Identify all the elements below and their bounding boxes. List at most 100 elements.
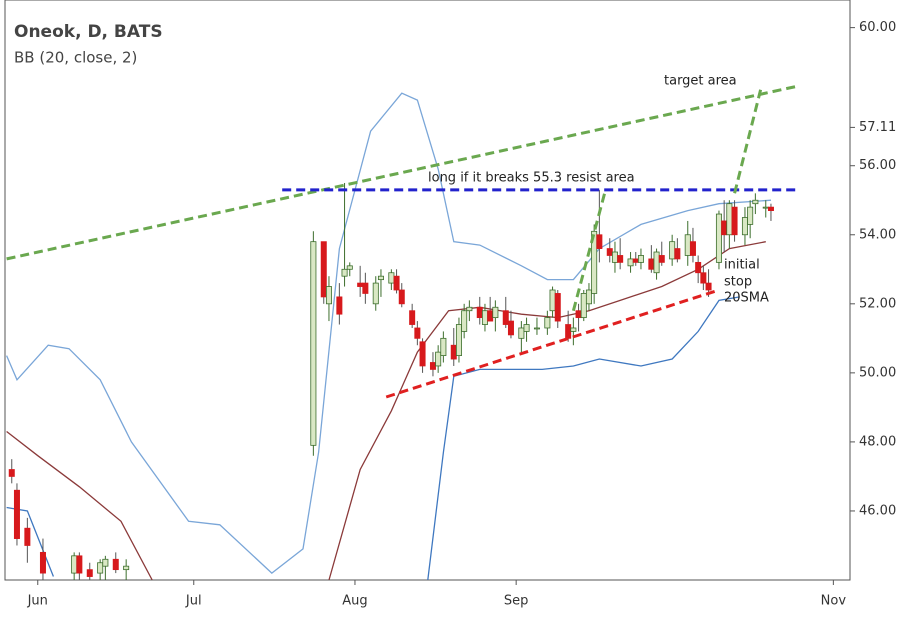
candle-body: [689, 241, 696, 256]
candle-body: [747, 206, 754, 225]
x-tick-label: Nov: [821, 594, 847, 609]
candle-body: [123, 565, 130, 571]
candle-body: [591, 230, 598, 294]
candle-body: [637, 255, 644, 263]
candle-body: [320, 241, 327, 298]
candle-body: [398, 289, 405, 305]
plot-area: [6, 84, 798, 580]
candle-body: [357, 282, 364, 287]
candle-body: [565, 324, 572, 339]
x-tick-label: Aug: [342, 594, 367, 609]
candle-body: [24, 527, 31, 546]
candle-body: [507, 320, 514, 336]
candle-body: [705, 282, 712, 291]
candle-body: [429, 362, 436, 370]
candle-body: [487, 310, 494, 322]
candle-body: [752, 199, 759, 205]
candle-body: [554, 293, 561, 322]
candle-body: [419, 341, 426, 367]
chart-subtitle: BB (20, close, 2): [14, 49, 137, 67]
candle-body: [450, 344, 457, 360]
candle-body: [518, 327, 525, 339]
y-tick-label: 57.11: [859, 120, 896, 135]
candle-body: [632, 258, 639, 263]
trend-line: [733, 89, 763, 194]
candle-body: [549, 289, 556, 312]
candle-body: [97, 562, 104, 574]
x-tick-label: Sep: [504, 594, 529, 609]
candle-body: [523, 324, 530, 332]
candle-body: [544, 317, 551, 329]
candle-body: [102, 558, 109, 567]
candle-body: [346, 265, 353, 270]
candle-body: [476, 306, 483, 319]
candle-body: [39, 551, 46, 574]
candle-body: [492, 306, 499, 319]
candle-body: [585, 289, 592, 305]
y-tick-label: 50.00: [859, 365, 896, 380]
trend-line: [385, 288, 720, 399]
trend-line: [571, 192, 607, 312]
y-tick-label: 54.00: [859, 227, 896, 242]
candle-body: [648, 258, 655, 270]
candle-body: [461, 310, 468, 332]
candle-body: [362, 282, 369, 294]
candle-body: [606, 248, 613, 256]
candle-body: [726, 203, 733, 236]
candle-body: [700, 272, 707, 284]
candle-body: [112, 558, 119, 571]
candle-body: [414, 327, 421, 339]
candle-body: [674, 248, 681, 260]
candle-body: [575, 310, 582, 319]
annotation: target area: [664, 74, 737, 89]
candle-body: [502, 310, 509, 325]
candle-body: [481, 310, 488, 325]
candle-body: [767, 206, 774, 211]
candle-body: [762, 206, 769, 209]
candle-body: [695, 261, 702, 274]
candle-body: [440, 337, 447, 356]
candle-body: [533, 327, 540, 330]
candle-body: [611, 251, 618, 263]
candle-body: [617, 255, 624, 263]
candle-body: [721, 220, 728, 236]
candle-body: [715, 213, 722, 263]
chart-title: Oneok, D, BATS: [14, 22, 163, 42]
candle-body: [341, 268, 348, 277]
y-tick-label: 52.00: [859, 296, 896, 311]
candle-body: [684, 234, 691, 256]
candle-body: [86, 569, 93, 577]
annotation: 20SMA: [724, 291, 769, 306]
candle-body: [658, 255, 665, 263]
candle-body: [336, 296, 343, 315]
candle-body: [627, 258, 634, 267]
candle-body: [325, 286, 332, 305]
candle-body: [731, 206, 738, 236]
candle-body: [393, 275, 400, 291]
y-tick-label: 60.00: [859, 20, 896, 35]
candle-body: [570, 327, 577, 332]
candle-body: [388, 272, 395, 284]
annotation: long if it breaks 55.3 resist area: [428, 171, 635, 186]
candle-body: [669, 241, 676, 260]
annotation: stop: [724, 275, 752, 290]
candle-body: [372, 282, 379, 305]
candle-body: [653, 251, 660, 274]
y-tick-label: 48.00: [859, 434, 896, 449]
candle-body: [71, 555, 78, 574]
candle-body: [435, 351, 442, 367]
candle-body: [455, 324, 462, 356]
candle-body: [13, 489, 20, 539]
candle-body: [409, 310, 416, 325]
indicator-line: [6, 241, 766, 580]
candle-body: [310, 241, 317, 446]
x-tick-label: Jul: [185, 594, 202, 609]
candle-body: [741, 217, 748, 236]
candle-body: [580, 293, 587, 319]
candle-body: [466, 306, 473, 312]
x-tick-label: Jun: [27, 594, 48, 609]
y-tick-label: 56.00: [859, 158, 896, 173]
candle-body: [596, 234, 603, 249]
annotation: initial: [724, 258, 760, 273]
